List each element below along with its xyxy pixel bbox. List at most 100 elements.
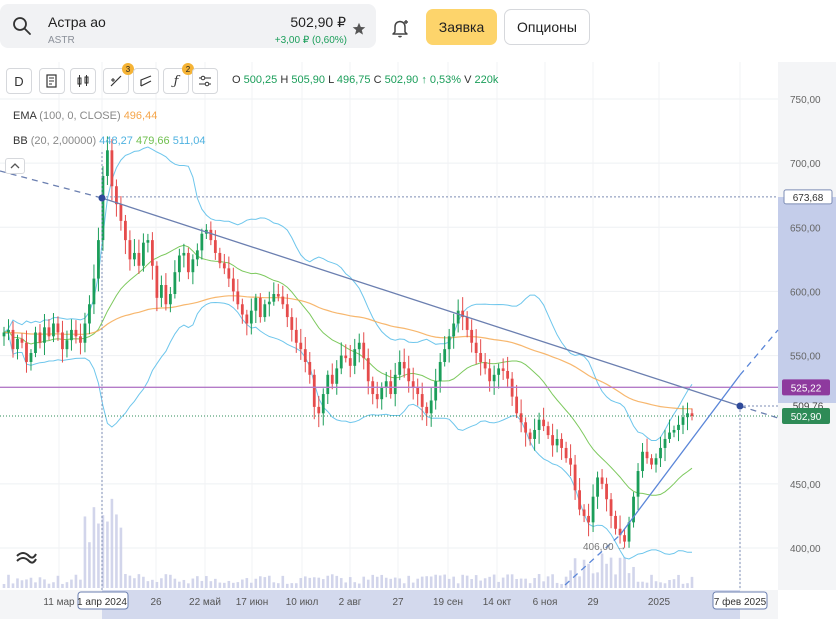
candle-body — [344, 355, 348, 359]
volume-bar — [474, 575, 478, 588]
volume-bar — [429, 576, 433, 588]
candle-body — [470, 329, 474, 343]
candle-body — [263, 304, 267, 318]
volume-bar — [259, 576, 262, 588]
candle-body — [452, 323, 456, 337]
candle-body — [231, 278, 235, 292]
candle-body — [465, 317, 469, 330]
volume-bar — [65, 582, 69, 588]
volume-bar — [214, 578, 217, 588]
candles-button[interactable] — [70, 68, 96, 94]
y-tick-label: 600,00 — [790, 287, 821, 298]
candle-body — [61, 332, 64, 350]
volume-bar — [353, 582, 357, 588]
volume-bar — [182, 579, 186, 588]
options-button[interactable]: Опционы — [504, 9, 590, 45]
volume-bar — [537, 574, 541, 588]
ema-legend[interactable]: EMA (100, 0, CLOSE) 496,44 — [13, 110, 157, 122]
bb-legend[interactable]: BB (20, 2,00000) 448,27 479,66 511,04 — [13, 135, 206, 147]
candle-body — [681, 417, 685, 425]
candle-body — [299, 342, 303, 350]
candle-body — [209, 229, 213, 241]
close-label: C — [373, 74, 382, 86]
search-icon — [13, 17, 31, 35]
crosshair-price-tag — [783, 189, 833, 205]
bb-upper-line — [3, 146, 693, 441]
function-button[interactable]: ƒ 2 — [163, 63, 194, 94]
volume-bar — [47, 583, 51, 588]
trendline-button[interactable] — [133, 68, 159, 94]
star-icon[interactable] — [352, 22, 366, 36]
volume-bar — [348, 577, 352, 588]
volume-bar — [294, 583, 298, 588]
candle-body — [645, 451, 649, 459]
candle-body — [569, 458, 572, 465]
bb-lower-value: 448,27 — [99, 135, 133, 147]
volume-bar — [277, 583, 280, 588]
candle-body — [141, 242, 145, 266]
candle-body — [236, 291, 240, 305]
volume-bar — [285, 583, 289, 588]
candle-body — [119, 204, 123, 221]
drawing-tools-badge: 3 — [122, 63, 134, 75]
candle-body — [272, 293, 276, 302]
candle-body — [74, 329, 78, 337]
volume-bar — [124, 574, 127, 588]
price-chart[interactable]: 750,00 700,00 650,00 600,00 550,00 450,00 400,… — [0, 56, 836, 619]
candle-body — [2, 332, 6, 337]
bb-middle-value: 479,66 — [135, 135, 170, 147]
level-price-tag — [782, 379, 830, 396]
volume-bar — [362, 576, 366, 588]
candle-body — [146, 240, 150, 243]
candle-body — [294, 329, 298, 343]
volume-bar — [528, 583, 532, 588]
volume-bar — [690, 576, 694, 588]
candle-body — [227, 268, 231, 279]
candle-body — [546, 426, 550, 436]
candle-body — [474, 342, 478, 354]
candle-body — [267, 301, 271, 305]
x-tick-label: 22 май — [189, 597, 221, 608]
interval-button[interactable]: D — [6, 68, 32, 94]
bb-label: BB — [13, 135, 28, 147]
candle-body — [339, 355, 343, 369]
ohlc-readout: O 500,25 H 505,90 L 496,75 C 502,90 ↑ 0,… — [232, 74, 498, 86]
volume-bar — [591, 573, 595, 588]
volume-bar — [641, 581, 644, 588]
volume-bar — [483, 578, 487, 588]
candle-body — [632, 496, 635, 523]
bell-plus-icon[interactable] — [390, 17, 412, 39]
volume-bar — [587, 563, 590, 588]
notes-button[interactable] — [39, 68, 65, 94]
x-tick-label: 2025 — [648, 597, 671, 608]
volume-bar — [137, 574, 141, 588]
volume-bar — [686, 583, 689, 588]
last-price-tag — [782, 407, 830, 424]
candle-body — [398, 361, 402, 375]
candle-body — [420, 394, 424, 407]
candle-body — [65, 340, 69, 350]
candle-body — [245, 314, 249, 324]
candle-body — [677, 424, 680, 430]
high-label: H — [280, 74, 289, 86]
candle-body — [249, 310, 253, 324]
drawing-tools-button[interactable]: 3 — [103, 63, 134, 94]
order-button[interactable]: Заявка — [426, 9, 497, 45]
volume-bar — [303, 576, 307, 588]
volume-bar — [452, 576, 455, 588]
y-tick-label: 750,00 — [790, 95, 821, 106]
volume-bar — [461, 574, 464, 588]
y-tick-label: 700,00 — [790, 159, 821, 170]
time-axis-selection — [102, 590, 740, 619]
ticker-selector[interactable]: Астра ао ASTR 502,90 ₽ +3,00 ₽ (0,60%) — [0, 4, 376, 48]
volume-bar — [659, 582, 662, 588]
candle-body — [492, 374, 496, 382]
volume-bar — [263, 577, 267, 588]
settings-button[interactable] — [192, 68, 218, 94]
candle-body — [384, 381, 388, 388]
collapse-legend-button[interactable] — [5, 158, 25, 174]
settings-sliders-icon — [199, 75, 211, 87]
candle-body — [636, 471, 640, 497]
volume-bar — [34, 582, 37, 588]
volume-bar — [70, 579, 73, 588]
